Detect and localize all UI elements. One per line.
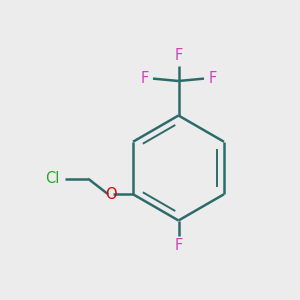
Text: Cl: Cl: [45, 171, 59, 186]
Text: F: F: [208, 71, 217, 86]
Text: O: O: [105, 187, 116, 202]
Text: F: F: [174, 238, 183, 253]
Text: F: F: [174, 48, 183, 63]
Text: F: F: [140, 71, 148, 86]
